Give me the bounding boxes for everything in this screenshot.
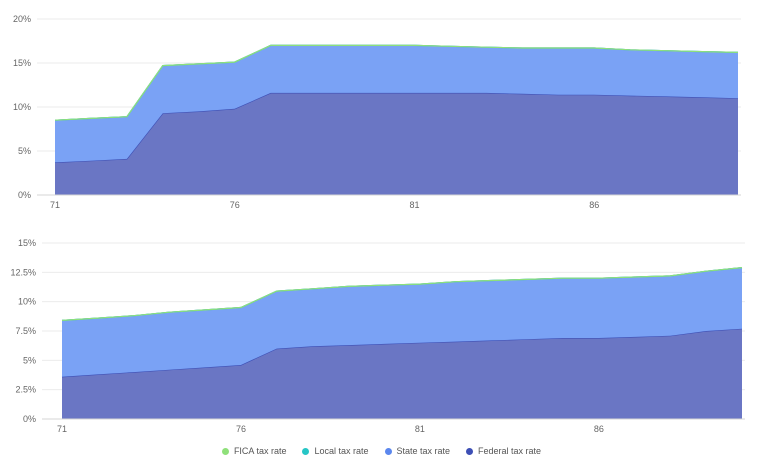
x-tick-label: 86 [594,424,604,434]
chart-bottom: 0% 2.5% 5% 7.5% 10% 12.5% 15% 71 76 81 86 [10,238,745,434]
x-tick-label: 71 [57,424,67,434]
y-tick-label: 0% [18,190,31,200]
y-tick-label: 2.5% [15,385,36,395]
line-fica-tax-rate [61,267,743,321]
area-state-tax-rate [55,45,738,163]
legend-dot-fica [221,447,229,455]
y-tick-label: 10% [18,297,36,307]
legend-label-federal: Federal tax rate [478,446,542,456]
legend-dot-state [384,447,392,455]
y-tick-label: 0% [23,414,36,424]
x-tick-label: 76 [236,424,246,434]
x-tick-label: 86 [589,200,599,210]
y-tick-label: 5% [18,146,31,156]
legend-dot-local [302,447,310,455]
legend-item-fica[interactable]: FICA tax rate [221,446,287,456]
legend-dot-federal [466,447,474,455]
y-tick-label: 5% [23,355,36,365]
y-tick-label: 7.5% [15,326,36,336]
legend: FICA tax rate Local tax rate State tax r… [0,442,763,460]
x-tick-label: 76 [230,200,240,210]
x-tick-label: 81 [415,424,425,434]
y-tick-label: 15% [13,58,31,68]
legend-label-state: State tax rate [396,446,451,456]
legend-item-state[interactable]: State tax rate [384,446,451,456]
y-tick-label: 10% [13,102,31,112]
chart-top: 0% 5% 10% 15% 20% 71 76 81 86 [13,14,741,210]
legend-label-local: Local tax rate [314,446,369,456]
x-tick-label: 81 [409,200,419,210]
legend-item-local[interactable]: Local tax rate [302,446,369,456]
legend-label-fica: FICA tax rate [233,446,287,456]
y-tick-label: 15% [18,238,36,248]
x-tick-label: 71 [50,200,60,210]
line-fica-tax-rate [54,44,739,121]
legend-item-federal[interactable]: Federal tax rate [466,446,541,456]
line-federal-tax-rate [61,328,743,378]
y-tick-label: 12.5% [10,267,36,277]
area-federal-tax-rate [55,92,738,195]
area-federal-tax-rate [62,328,742,419]
area-state-tax-rate [62,267,742,377]
y-tick-label: 20% [13,14,31,24]
